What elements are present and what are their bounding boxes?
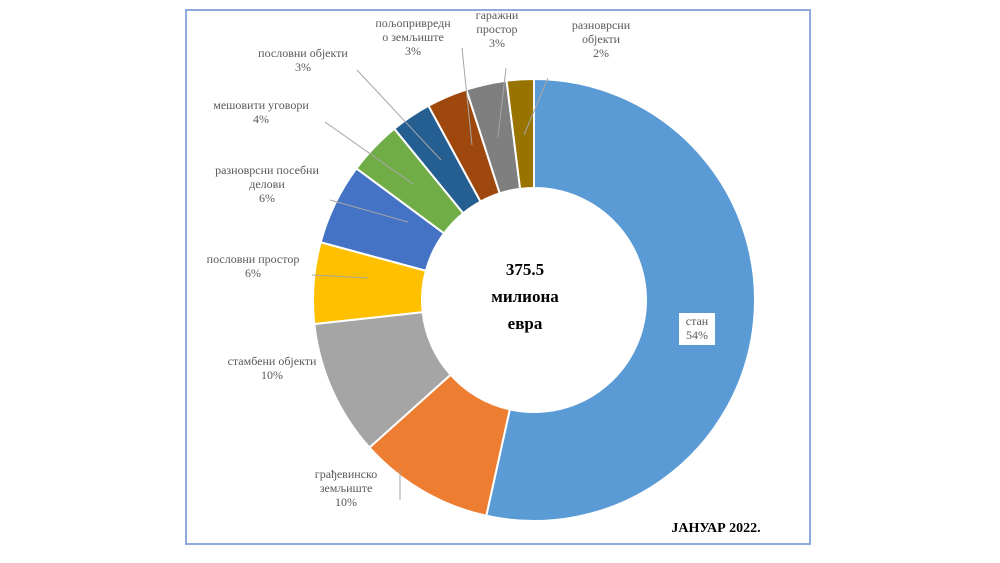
- leader-line-7: [461, 47, 473, 146]
- slice-name-label-9: разноврсни: [572, 18, 631, 32]
- leader-line-2: [329, 379, 381, 396]
- center-total-line-3: евра: [508, 314, 543, 333]
- leader-line-5: [324, 121, 414, 185]
- slice-name-label-9: објекти: [582, 32, 621, 46]
- center-total-line-2: милиона: [491, 287, 559, 306]
- slice-name-label-3: пословни простор: [207, 252, 300, 266]
- leader-line-3: [311, 274, 369, 279]
- leader-lines-group: [311, 47, 549, 500]
- slice-name-label-2: стамбени објекти: [228, 354, 317, 368]
- leader-line-8: [497, 67, 507, 138]
- slice-value-label-3: 6%: [245, 266, 261, 280]
- slice-value-label-9: 2%: [593, 46, 609, 60]
- slice-value-label-7: 3%: [405, 44, 421, 58]
- slice-name-label-8: простор: [476, 22, 517, 36]
- slices-group: [312, 77, 756, 522]
- center-total-line-1: 375.5: [506, 260, 544, 279]
- slice-9: [505, 77, 535, 190]
- slice-name-label-4: разноврсни посебни: [215, 163, 319, 177]
- slice-name-label-8: гаражни: [476, 8, 519, 22]
- slice-name-label-4: делови: [249, 177, 285, 191]
- slice-value-label-8: 3%: [489, 36, 505, 50]
- slice-0: [485, 77, 756, 522]
- slice-name-label-6: пословни објекти: [258, 46, 348, 60]
- slice-name-label-0: стан: [686, 314, 709, 328]
- slice-value-label-4: 6%: [259, 191, 275, 205]
- slice-label-box-0: [679, 313, 715, 345]
- leader-line-4: [329, 199, 409, 223]
- slice-name-label-1: грађевинско: [315, 467, 377, 481]
- leader-line-9: [523, 77, 549, 136]
- slice-value-label-0: 54%: [686, 328, 708, 342]
- slice-name-label-1: земљиште: [320, 481, 373, 495]
- slice-value-label-1: 10%: [335, 495, 357, 509]
- slice-name-label-5: мешовити уговори: [213, 98, 309, 112]
- slice-value-label-6: 3%: [295, 60, 311, 74]
- period-label: ЈАНУАР 2022.: [671, 521, 760, 536]
- leader-line-6: [356, 69, 442, 161]
- slice-value-label-5: 4%: [253, 112, 269, 126]
- slice-name-label-7: пољопривредн: [375, 16, 451, 30]
- slice-name-label-7: о земљиште: [382, 30, 444, 44]
- slice-value-label-2: 10%: [261, 368, 283, 382]
